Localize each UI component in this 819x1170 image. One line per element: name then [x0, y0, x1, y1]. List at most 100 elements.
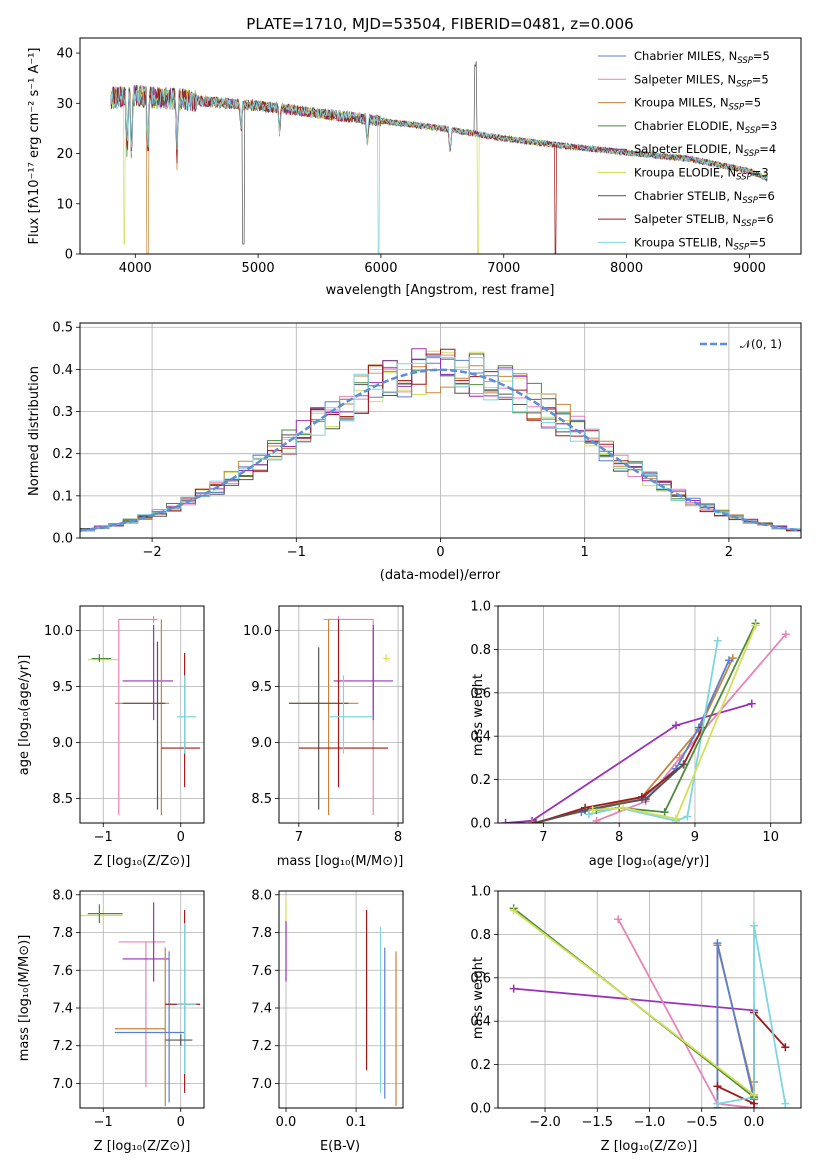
y-tick-label: 7.2 [251, 1039, 272, 1054]
spectrum-line-kroupa-stelib [110, 85, 768, 254]
x-tick-label: 0.0 [276, 1115, 297, 1130]
x-tick-label: 2 [725, 545, 733, 560]
legend-count: =6 [758, 189, 775, 203]
legend-entry: Chabrier ELODIE, NSSP=3 [634, 119, 777, 136]
x-tick-label: 1 [581, 545, 589, 560]
weight-marker [713, 636, 722, 645]
weight-age-ylabel: mass weight [471, 674, 486, 756]
legend-count: =6 [757, 212, 774, 226]
y-tick-label: 7.0 [52, 1077, 73, 1092]
legend-count: =4 [759, 142, 776, 156]
legend-count: =3 [760, 119, 777, 133]
y-tick-label: 0.4 [470, 1015, 491, 1030]
x-tick-label: 7 [295, 830, 303, 845]
x-tick-label: −1.5 [581, 1115, 613, 1130]
residuals-ylabel: Normed distribution [27, 366, 42, 496]
weight-marker [501, 819, 510, 823]
x-tick-label: 4000 [119, 261, 152, 276]
weight-marker [509, 906, 518, 915]
errorbar-point-kroupa-stelib [176, 923, 197, 1075]
x-tick-label: 0.0 [744, 1115, 765, 1130]
age-mass-xlabel: mass [log₁₀(M/M⊙)] [277, 854, 404, 869]
legend-count: =5 [752, 72, 769, 86]
errorbar-point-chabrier-miles [114, 951, 185, 1103]
weight-marker [751, 621, 760, 630]
legend-series-name: Salpeter STELIB, N [634, 212, 741, 226]
weight-marker [592, 816, 601, 823]
x-tick-label: −2 [143, 545, 162, 560]
weight-marker [781, 630, 790, 639]
y-tick-label: 0.6 [470, 971, 491, 986]
weight-marker [581, 805, 590, 814]
legend-subscript: SSP [734, 242, 750, 252]
gaussian-curve [80, 368, 801, 532]
weight-marker [618, 803, 627, 812]
x-tick-label: 9 [691, 830, 699, 845]
legend-count: =5 [744, 96, 761, 110]
weight-z-xlabel: Z [log₁₀(Z/Z⊙)] [601, 1139, 698, 1154]
y-tick-label: 0.4 [52, 363, 73, 378]
legend-series-name: Kroupa MILES, N [634, 96, 729, 110]
weight-marker [749, 921, 758, 930]
y-tick-label: 0.5 [52, 321, 73, 336]
y-tick-label: 8.0 [251, 888, 272, 903]
errorbar-point-kroupa-elodie [383, 654, 391, 662]
weight-marker [614, 915, 623, 924]
legend-entry: Kroupa STELIB, NSSP=5 [634, 235, 766, 252]
weight-marker [713, 1082, 722, 1091]
mass-vs-ebv-panel: 0.0 0.1 7.0 7.2 7.4 7.6 7.8 8.0 E(B-V) [251, 888, 404, 1154]
x-tick-label: 9000 [733, 261, 766, 276]
x-tick-label: 7 [539, 830, 547, 845]
errorbar-point-kroupa-stelib [328, 675, 374, 754]
legend-subscript: SSP [736, 79, 752, 89]
mass-ebv-xlabel: E(B-V) [320, 1139, 360, 1154]
spectrum-title: PLATE=1710, MJD=53504, FIBERID=0481, z=0… [246, 15, 633, 33]
mass-z-xlabel: Z [log₁₀(Z/Z⊙)] [94, 1139, 191, 1154]
weight-marker [747, 699, 756, 708]
weight-series-chabrier-stelib [531, 760, 688, 823]
legend-count: =5 [753, 49, 770, 63]
y-tick-label: 0.0 [470, 817, 491, 832]
weight-marker [588, 805, 597, 814]
y-tick-label: 0.8 [470, 643, 491, 658]
x-tick-label: 10 [762, 830, 779, 845]
errorbar-point-kroupa-elodie [80, 909, 123, 922]
residual-histogram-panel: −2 −1 0 1 2 0.0 0.1 0.2 0.3 0.4 0.5 (data-model)/e… [27, 321, 802, 583]
errorbar-point-chabrier-stelib [122, 641, 166, 810]
y-tick-label: 20 [56, 147, 73, 162]
errorbar-point-salpeter-elodie [122, 902, 170, 982]
weight-line [535, 763, 685, 823]
weight-series-kroupa-elodie [509, 906, 758, 1099]
y-tick-label: 40 [56, 47, 73, 62]
y-tick-label: 8.5 [251, 792, 272, 807]
y-tick-label: 8.5 [52, 792, 73, 807]
legend-subscript: SSP [737, 56, 753, 66]
x-tick-label: 8000 [610, 261, 643, 276]
weight-marker [528, 819, 537, 823]
y-tick-label: 7.6 [52, 964, 73, 979]
x-tick-label: −1 [94, 1115, 113, 1130]
weight-marker [713, 939, 722, 948]
y-tick-label: 9.5 [251, 680, 272, 695]
errorbar-point-kroupa-stelib [176, 675, 197, 754]
y-tick-label: 0.4 [470, 730, 491, 745]
y-tick-label: 0.8 [470, 928, 491, 943]
y-tick-label: 0.2 [52, 447, 73, 462]
age-vs-metallicity-panel: −1 0 8.5 9.0 9.5 10.0 Z [log₁₀(Z/Z⊙)] age [lo… [17, 605, 205, 869]
errorbar-point-salpeter-miles [118, 616, 158, 623]
legend-entry: Salpeter MILES, NSSP=5 [634, 72, 769, 89]
y-tick-label: 7.0 [251, 1077, 272, 1092]
x-tick-label: 0 [177, 1115, 185, 1130]
weight-line [592, 625, 757, 820]
weight-marker [672, 721, 681, 730]
weight-marker [781, 1099, 790, 1108]
weight-line [717, 925, 787, 1105]
y-tick-label: 0 [65, 248, 73, 263]
legend-series-name: Kroupa ELODIE, N [634, 166, 736, 180]
spectrum-ylabel: Flux [fλ10⁻¹⁷ erg cm⁻² s⁻¹ A⁻¹] [27, 48, 42, 245]
y-tick-label: 0.0 [52, 532, 73, 547]
y-tick-label: 7.4 [251, 1001, 272, 1016]
x-tick-label: −1.0 [634, 1115, 666, 1130]
